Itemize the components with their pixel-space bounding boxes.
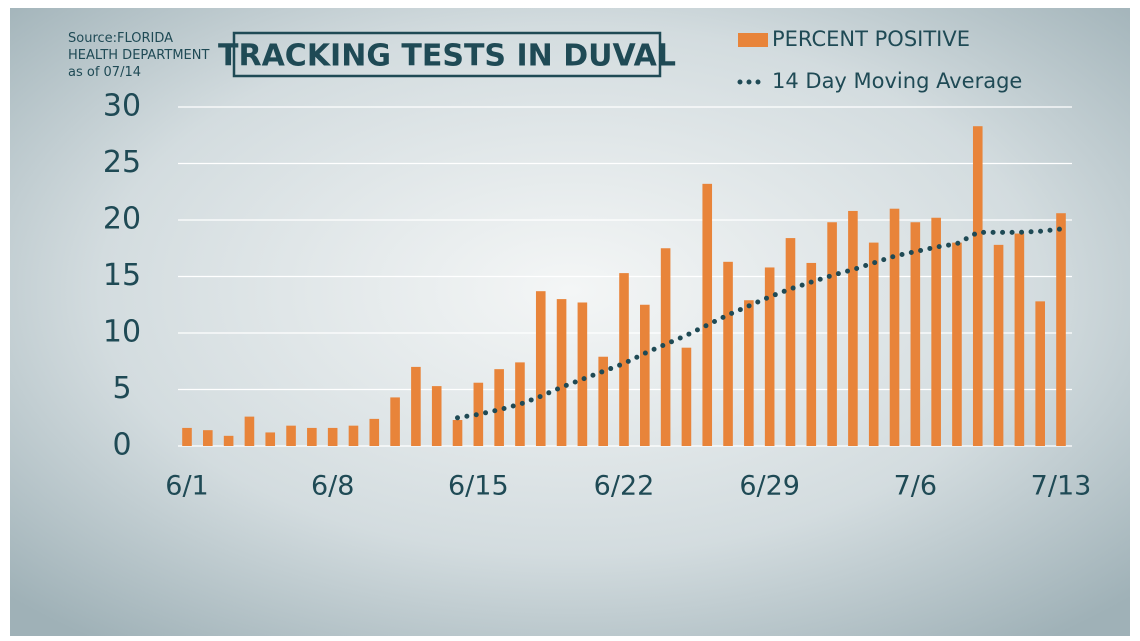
bar <box>223 435 234 446</box>
bar <box>203 430 213 446</box>
y-tick-label: 15 <box>103 258 141 293</box>
y-tick-label: 0 <box>112 428 131 463</box>
bar <box>1014 233 1025 446</box>
bar <box>1056 213 1066 446</box>
source-line: as of 07/14 <box>68 65 141 80</box>
x-tick-label: 6/22 <box>594 471 655 502</box>
y-tick-label: 5 <box>112 371 131 406</box>
bar <box>827 222 837 446</box>
moving-average-line <box>455 226 1064 421</box>
bar <box>619 273 629 446</box>
legend-swatch <box>738 33 768 47</box>
bar <box>972 126 983 447</box>
x-tick-label: 7/6 <box>894 471 937 502</box>
bar <box>868 242 879 446</box>
y-tick-label: 20 <box>103 202 141 237</box>
bar <box>848 210 858 446</box>
bar <box>452 420 463 446</box>
bar <box>723 261 733 446</box>
bar <box>556 299 567 446</box>
bar <box>952 242 962 446</box>
bar <box>889 208 900 446</box>
bar <box>390 397 400 446</box>
x-tick-label: 6/29 <box>739 471 800 502</box>
bar <box>931 217 941 446</box>
bar <box>764 267 775 446</box>
bar <box>244 416 255 446</box>
bar <box>702 183 713 446</box>
bar <box>327 427 338 446</box>
y-tick-label: 10 <box>103 315 141 350</box>
panel <box>10 8 1130 636</box>
bar <box>681 347 692 446</box>
bar <box>265 432 276 446</box>
bar <box>411 366 421 446</box>
bar <box>286 425 296 446</box>
bar <box>515 362 525 446</box>
bar <box>369 418 380 446</box>
x-tick-label: 6/1 <box>165 471 208 502</box>
x-tick-label: 6/15 <box>448 471 509 502</box>
legend-label: 14 Day Moving Average <box>772 69 1022 93</box>
y-tick-label: 30 <box>103 89 141 124</box>
chart-title: TRACKING TESTS IN DUVAL <box>218 39 676 74</box>
bar <box>307 427 317 446</box>
bar <box>348 425 359 446</box>
source-line: HEALTH DEPARTMENT <box>68 48 209 63</box>
bar <box>494 369 504 446</box>
bar <box>785 238 796 446</box>
bar <box>744 300 754 446</box>
source-line: Source:FLORIDA <box>68 31 173 46</box>
bar <box>577 302 588 446</box>
bar <box>598 356 608 446</box>
y-tick-label: 25 <box>103 145 141 180</box>
bar <box>431 386 442 446</box>
bar <box>910 222 921 446</box>
legend-label: PERCENT POSITIVE <box>772 27 970 51</box>
bar <box>806 262 817 446</box>
x-tick-label: 6/8 <box>311 471 354 502</box>
x-tick-label: 7/13 <box>1031 471 1092 502</box>
title-box <box>232 31 662 78</box>
bar <box>1035 301 1045 446</box>
bar <box>660 248 671 446</box>
bar <box>640 304 650 446</box>
bar <box>993 244 1004 446</box>
bar <box>535 291 546 446</box>
bar <box>182 427 192 446</box>
